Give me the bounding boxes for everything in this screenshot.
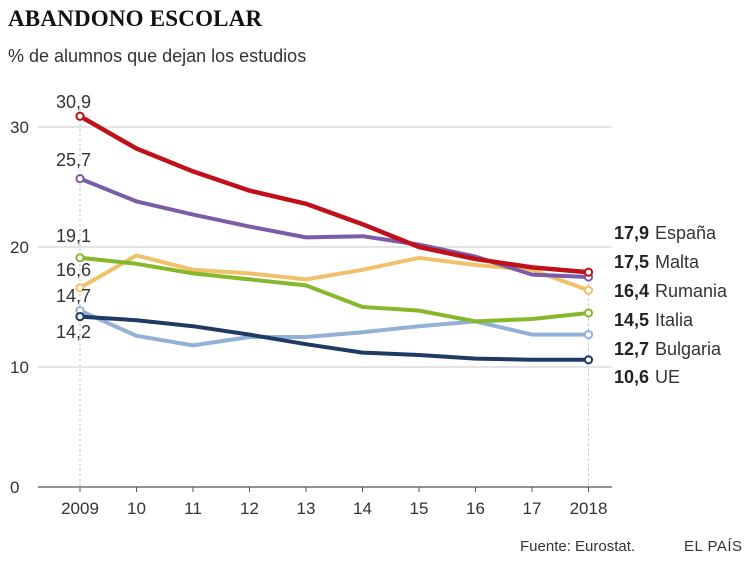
x-tick-label: 2009 bbox=[61, 499, 99, 518]
series-line-italia bbox=[78, 255, 591, 324]
end-value-label: 10,6 bbox=[614, 367, 649, 387]
data-point-rumania bbox=[583, 285, 594, 295]
legend-label-italia: Italia bbox=[655, 310, 694, 330]
x-tick-label: 11 bbox=[184, 499, 202, 518]
start-value-label: 16,6 bbox=[56, 260, 91, 280]
x-tick-label: 17 bbox=[523, 499, 542, 518]
chart-subtitle: % de alumnos que dejan los estudios bbox=[8, 46, 307, 66]
legend-label-españa: España bbox=[655, 223, 717, 243]
data-point-españa bbox=[583, 267, 594, 277]
data-point-bulgaria bbox=[583, 330, 594, 340]
start-value-label: 19,1 bbox=[56, 226, 91, 246]
y-tick-label: 10 bbox=[10, 358, 29, 377]
x-tick-label: 12 bbox=[240, 499, 259, 518]
end-value-label: 14,5 bbox=[614, 310, 649, 330]
series-line-bulgaria bbox=[78, 308, 591, 348]
chart-title: ABANDONO ESCOLAR bbox=[8, 6, 263, 31]
end-value-label: 17,9 bbox=[614, 223, 649, 243]
end-value-label: 17,5 bbox=[614, 252, 649, 272]
x-tick-label: 14 bbox=[353, 499, 372, 518]
x-tick-label: 2018 bbox=[570, 499, 608, 518]
source-note: Fuente: Eurostat. bbox=[520, 538, 636, 555]
data-point-ue bbox=[75, 312, 85, 322]
series-line-españa bbox=[77, 113, 591, 275]
series-line-rumania bbox=[78, 253, 591, 293]
data-point-malta bbox=[75, 174, 85, 184]
legend-label-malta: Malta bbox=[655, 252, 700, 272]
data-point-rumania bbox=[75, 283, 85, 293]
start-value-label: 25,7 bbox=[56, 150, 91, 170]
start-value-label: 14,2 bbox=[56, 322, 91, 342]
y-tick-label: 30 bbox=[10, 118, 29, 137]
brand-logo: EL PAÍS bbox=[684, 538, 743, 555]
data-point-italia bbox=[75, 253, 85, 263]
legend-label-bulgaria: Bulgaria bbox=[655, 339, 722, 359]
legend-label-ue: UE bbox=[655, 367, 680, 387]
x-tick-label: 10 bbox=[127, 499, 146, 518]
y-tick-label: 20 bbox=[10, 238, 29, 257]
series-line-malta bbox=[78, 176, 591, 279]
end-value-label: 16,4 bbox=[614, 281, 649, 301]
x-tick-label: 16 bbox=[466, 499, 485, 518]
legend-label-rumania: Rumania bbox=[655, 281, 728, 301]
start-value-label: 30,9 bbox=[56, 92, 91, 112]
data-point-ue bbox=[583, 355, 594, 365]
start-value-label: 14,7 bbox=[56, 286, 91, 306]
series-line-ue bbox=[78, 314, 591, 362]
data-point-italia bbox=[583, 308, 594, 318]
x-tick-label: 15 bbox=[410, 499, 429, 518]
y-tick-label: 0 bbox=[10, 478, 19, 497]
data-point-españa bbox=[75, 111, 85, 121]
x-tick-label: 13 bbox=[297, 499, 316, 518]
end-value-label: 12,7 bbox=[614, 339, 649, 359]
